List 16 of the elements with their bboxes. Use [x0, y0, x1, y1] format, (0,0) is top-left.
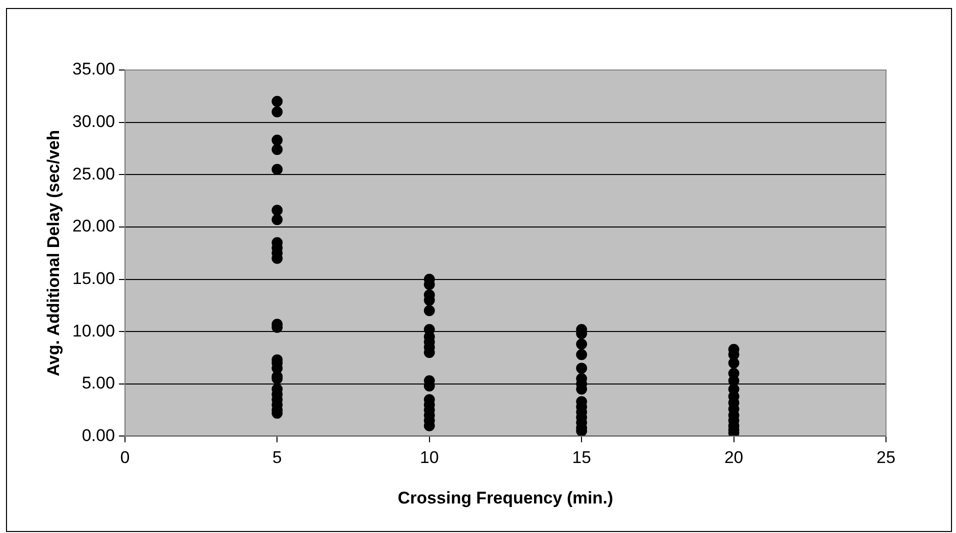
y-tick-label: 5.00: [82, 374, 115, 393]
y-tick-label: 10.00: [72, 321, 115, 340]
x-axis-title: Crossing Frequency (min.): [398, 488, 614, 508]
y-tick-label: 15.00: [72, 268, 115, 288]
y-tick-label: 35.00: [72, 60, 115, 79]
x-tick-label: 25: [876, 448, 896, 468]
x-tick-label: 15: [572, 448, 592, 468]
x-tick-label: 10: [420, 448, 439, 468]
y-tick-label: 20.00: [72, 216, 115, 236]
x-tick-label: 0: [120, 448, 130, 468]
y-tick-label: 30.00: [72, 112, 115, 131]
y-tick-label: 25.00: [72, 164, 115, 184]
y-axis-title: Avg. Additional Delay (sec/veh: [44, 130, 63, 376]
x-tick-label: 5: [272, 448, 282, 468]
x-tick-label: 20: [724, 448, 744, 468]
y-tick-label: 0.00: [82, 426, 115, 445]
